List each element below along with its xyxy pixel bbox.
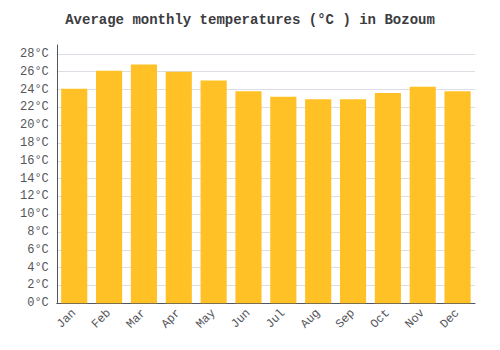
svg-text:May: May (193, 306, 218, 331)
svg-text:Aug: Aug (298, 306, 323, 331)
svg-text:Sep: Sep (333, 306, 358, 331)
svg-text:Nov: Nov (403, 306, 428, 331)
svg-text:24°C: 24°C (20, 83, 49, 97)
svg-text:16°C: 16°C (20, 154, 49, 168)
svg-text:Feb: Feb (89, 306, 114, 331)
svg-text:8°C: 8°C (27, 225, 49, 239)
svg-text:Jun: Jun (228, 306, 253, 331)
svg-text:6°C: 6°C (27, 243, 49, 257)
svg-text:Average monthly temperatures (: Average monthly temperatures (°C ) in Bo… (65, 12, 435, 28)
svg-text:28°C: 28°C (20, 47, 49, 61)
svg-text:Oct: Oct (368, 306, 393, 331)
svg-text:2°C: 2°C (27, 278, 49, 292)
svg-text:Jan: Jan (54, 306, 79, 331)
svg-text:12°C: 12°C (20, 189, 49, 203)
svg-text:14°C: 14°C (20, 172, 49, 186)
svg-text:22°C: 22°C (20, 100, 49, 114)
svg-text:0°C: 0°C (27, 296, 49, 310)
svg-text:10°C: 10°C (20, 207, 49, 221)
svg-text:20°C: 20°C (20, 118, 49, 132)
svg-text:18°C: 18°C (20, 136, 49, 150)
svg-text:26°C: 26°C (20, 65, 49, 79)
svg-text:4°C: 4°C (27, 261, 49, 275)
svg-text:Apr: Apr (159, 306, 184, 331)
svg-text:Mar: Mar (124, 306, 149, 331)
svg-text:Dec: Dec (437, 306, 462, 331)
svg-text:Jul: Jul (263, 306, 288, 331)
